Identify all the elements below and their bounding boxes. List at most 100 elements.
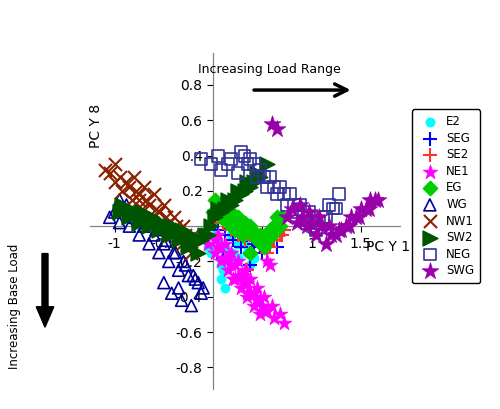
NEG	[283, 202, 291, 208]
WG	[110, 209, 118, 215]
SEG	[270, 232, 278, 238]
NEG	[226, 156, 234, 162]
NEG	[207, 161, 215, 168]
NE1	[250, 302, 258, 309]
NE1	[214, 244, 222, 251]
E2	[221, 244, 229, 251]
NE1	[260, 294, 268, 300]
WG	[174, 285, 182, 291]
NE1	[244, 279, 252, 286]
SW2	[211, 214, 219, 220]
NW1	[184, 237, 192, 243]
WG	[160, 279, 168, 286]
NEG	[263, 184, 271, 191]
NW1	[168, 232, 175, 238]
SWG	[335, 227, 343, 233]
SW2	[148, 214, 156, 220]
SW2	[155, 227, 163, 233]
WG	[160, 240, 168, 247]
WG	[142, 219, 150, 226]
E2	[226, 255, 234, 261]
WG	[106, 214, 114, 220]
SE2	[217, 209, 225, 215]
SEG	[268, 237, 276, 243]
SW2	[250, 179, 258, 185]
SWG	[273, 126, 281, 133]
WG	[170, 249, 177, 256]
NE1	[204, 240, 212, 247]
SW2	[244, 179, 252, 185]
NW1	[101, 166, 109, 173]
SWG	[288, 205, 296, 212]
SEG	[246, 262, 254, 268]
SE2	[270, 237, 278, 243]
SEG	[217, 214, 225, 220]
E2	[207, 249, 215, 256]
EG	[217, 214, 225, 220]
SWG	[316, 214, 324, 220]
SE2	[214, 205, 222, 212]
E2	[219, 267, 227, 274]
NE1	[236, 272, 244, 279]
EG	[211, 196, 219, 203]
NEG	[197, 156, 205, 162]
SW2	[254, 170, 262, 176]
SE2	[228, 214, 236, 220]
E2	[244, 249, 252, 256]
SW2	[234, 188, 241, 194]
NE1	[221, 255, 229, 261]
SW2	[217, 209, 225, 215]
WG	[130, 214, 138, 220]
SEG	[254, 237, 262, 243]
EG	[228, 214, 236, 220]
NEG	[246, 156, 254, 162]
EG	[224, 219, 232, 226]
SE2	[224, 214, 232, 220]
SE2	[256, 240, 264, 247]
NEG	[306, 209, 314, 215]
NW1	[135, 191, 143, 198]
E2	[211, 232, 219, 238]
NE1	[226, 249, 234, 256]
WG	[188, 302, 196, 309]
NEG	[236, 149, 244, 155]
SEG	[240, 232, 248, 238]
EG	[236, 219, 244, 226]
SE2	[211, 214, 219, 220]
WG	[162, 237, 170, 243]
EG	[270, 223, 278, 229]
E2	[217, 262, 225, 268]
SW2	[158, 219, 166, 226]
SEG	[238, 227, 246, 233]
EG	[240, 219, 248, 226]
SWG	[372, 196, 380, 203]
EG	[254, 237, 262, 243]
WG	[155, 249, 163, 256]
WG	[164, 258, 172, 265]
EG	[221, 209, 229, 215]
E2	[228, 258, 236, 265]
SW2	[118, 202, 126, 208]
SW2	[226, 202, 234, 208]
SWG	[364, 205, 372, 212]
NW1	[155, 209, 163, 215]
SW2	[142, 214, 150, 220]
WG	[172, 249, 179, 256]
SE2	[240, 237, 248, 243]
SE2	[244, 227, 252, 233]
NE1	[244, 290, 252, 297]
NEG	[240, 152, 248, 159]
WG	[174, 267, 182, 274]
SWG	[268, 121, 276, 127]
NEG	[300, 214, 308, 220]
SWG	[354, 214, 362, 220]
NE1	[266, 262, 274, 268]
E2	[234, 255, 241, 261]
SWG	[347, 214, 355, 220]
NEG	[322, 214, 330, 220]
SWG	[352, 214, 360, 220]
NW1	[152, 205, 160, 212]
SWG	[322, 240, 330, 247]
NE1	[211, 249, 219, 256]
SWG	[312, 232, 320, 238]
